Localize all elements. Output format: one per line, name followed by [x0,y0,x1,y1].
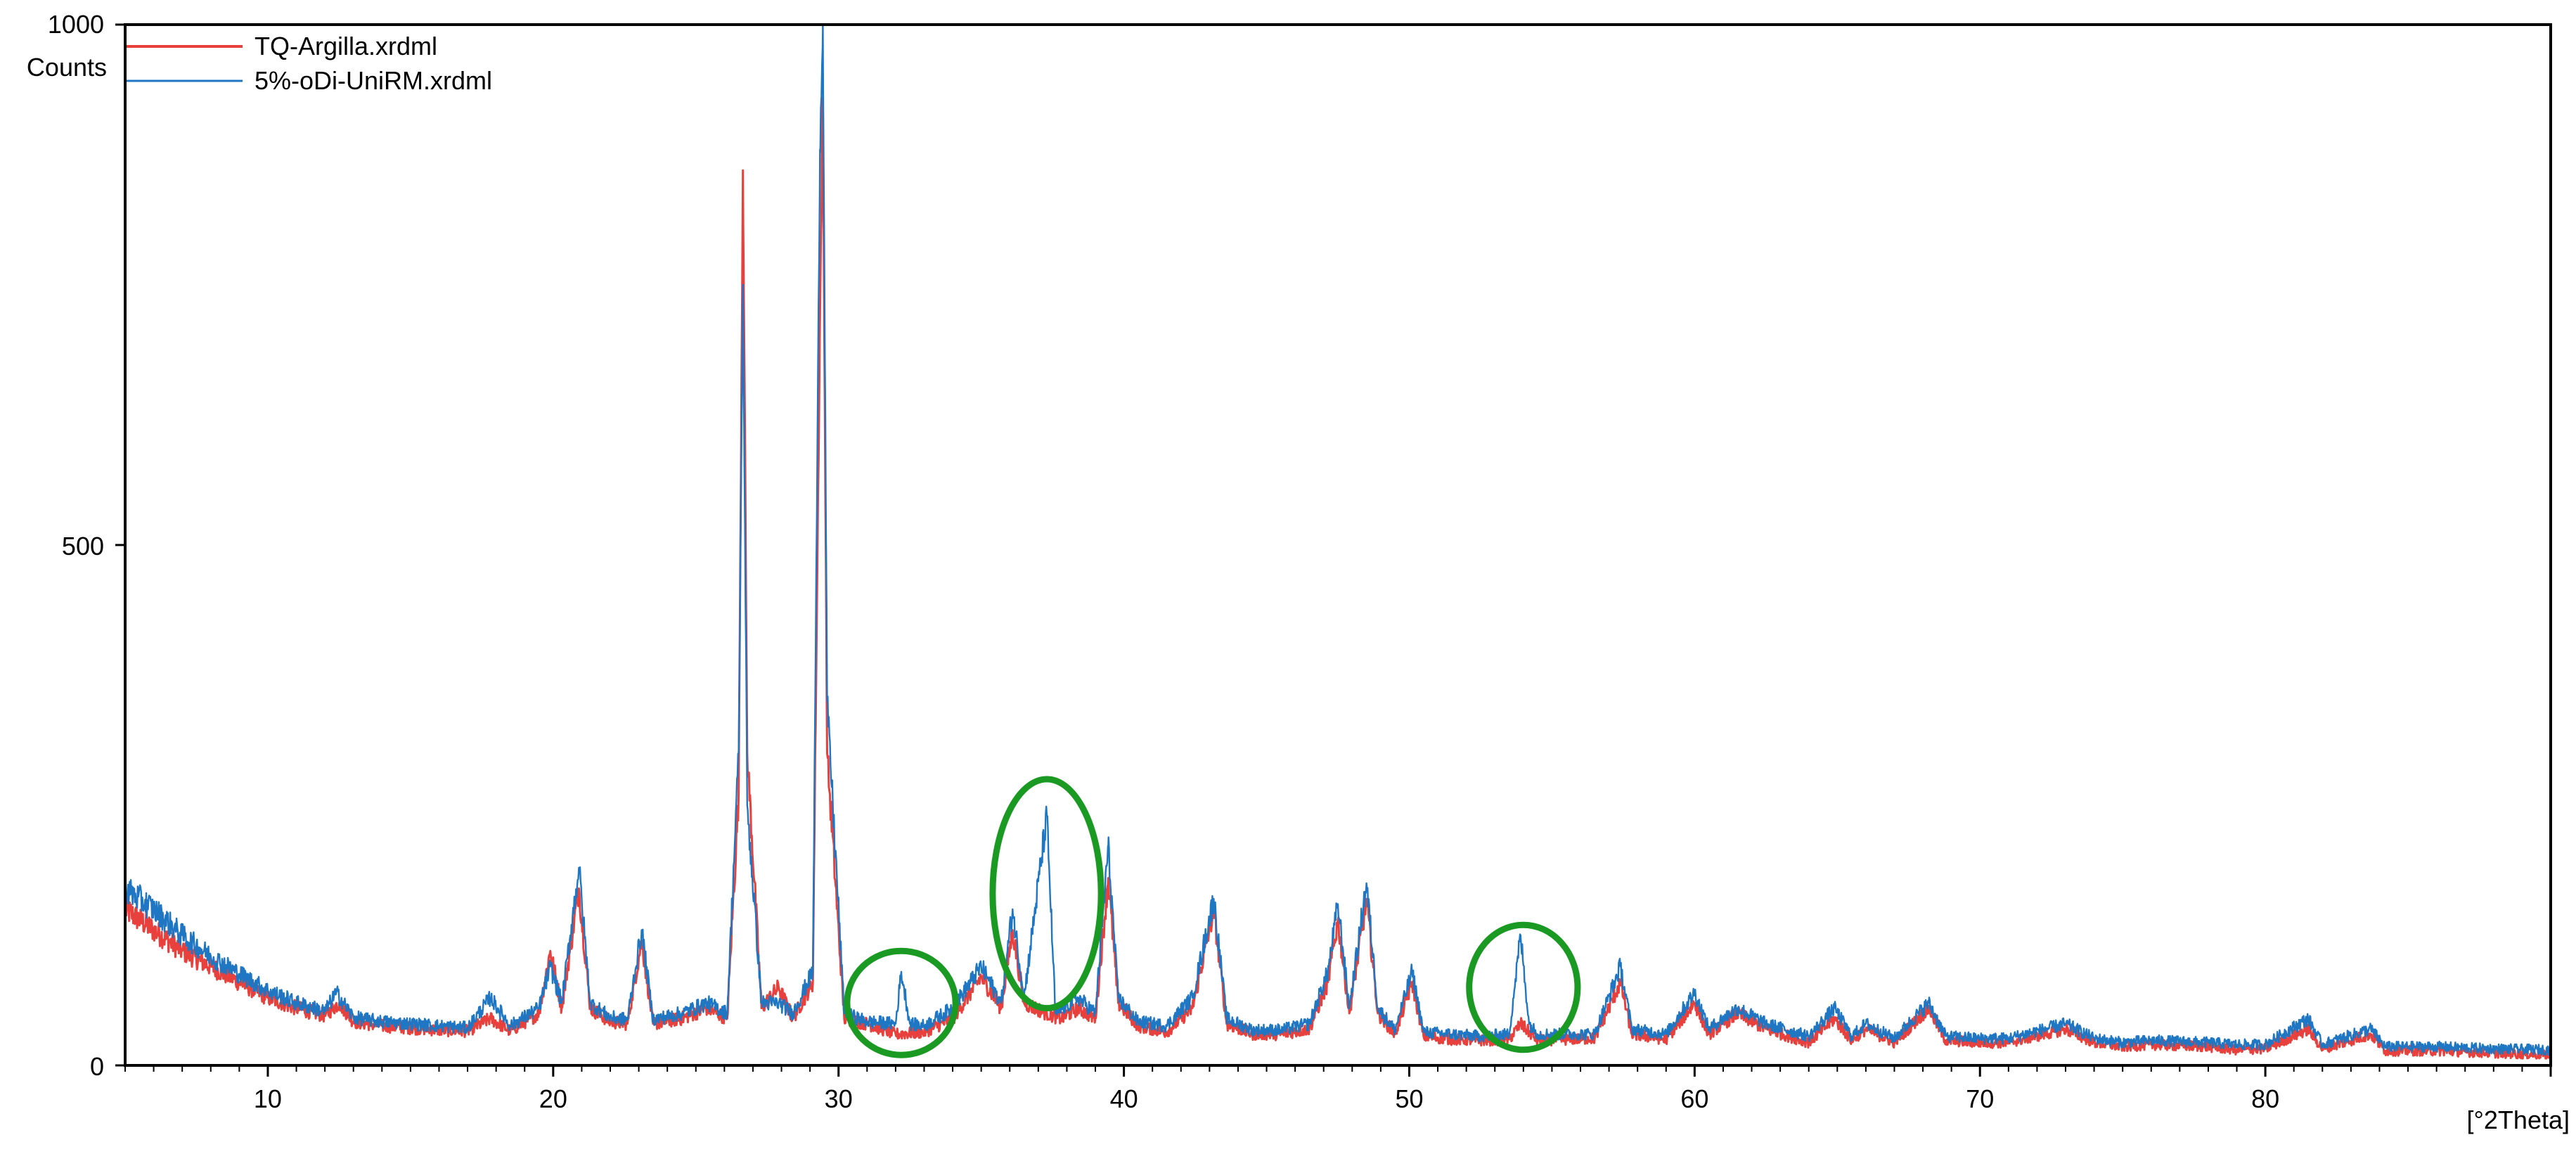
x-tick-label: 60 [1680,1084,1708,1113]
highlight-ellipse-3 [1466,921,1581,1053]
x-tick-label: 20 [539,1084,567,1113]
legend-label-tq-argilla: TQ-Argilla.xrdml [255,32,437,60]
x-tick-label: 70 [1966,1084,1994,1113]
x-tick-label: 10 [254,1084,282,1113]
series-line-odi-unirm [124,23,2552,1056]
x-tick-label: 30 [825,1084,853,1113]
y-tick-label: 500 [62,532,104,560]
tick-layer: 10 20 30 40 50 60 70 80 0 500 1000 [48,10,2552,1113]
y-axis-label: Counts [27,53,107,82]
x-tick-label: 80 [2251,1084,2279,1113]
legend: TQ-Argilla.xrdml 5%-oDi-UniRM.xrdml [127,32,492,95]
highlight-ellipse-2 [989,776,1105,1012]
series-layer [124,23,2552,1060]
legend-label-odi-unirm: 5%-oDi-UniRM.xrdml [255,66,492,95]
x-axis-label: [°2Theta] [2467,1105,2570,1134]
x-tick-label: 40 [1110,1084,1138,1113]
y-tick-label: 0 [90,1052,104,1081]
x-tick-label: 50 [1395,1084,1423,1113]
y-tick-label: 1000 [48,10,104,39]
annotation-layer [844,776,1581,1058]
highlight-ellipse-1 [844,947,959,1058]
